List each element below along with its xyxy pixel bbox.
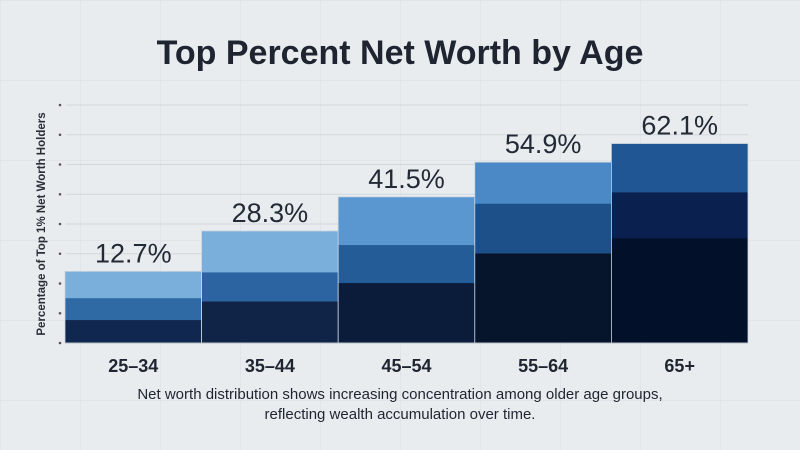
bar-segment xyxy=(474,162,612,205)
y-tick xyxy=(58,133,62,137)
y-tick xyxy=(58,222,62,226)
bar-segment xyxy=(611,238,748,344)
caption: Net worth distribution shows increasing … xyxy=(0,385,800,425)
x-tick-label: 25–34 xyxy=(108,356,158,376)
x-tick-label: 55–64 xyxy=(518,356,568,376)
y-tick xyxy=(58,311,62,315)
y-tick xyxy=(58,282,62,285)
data-label: 28.3% xyxy=(232,198,309,228)
bar-segment xyxy=(338,283,475,344)
bar-segment xyxy=(611,192,748,239)
bar-segment xyxy=(338,245,475,284)
caption-line-1: Net worth distribution shows increasing … xyxy=(137,386,663,403)
y-tick xyxy=(58,163,62,166)
caption-line-2: reflecting wealth accumulation over time… xyxy=(264,406,536,423)
y-tick xyxy=(58,341,62,345)
bar-segment xyxy=(201,230,339,273)
data-label: 62.1% xyxy=(641,111,718,141)
bar-segment xyxy=(474,203,612,254)
bar-segment xyxy=(474,253,612,344)
data-label: 41.5% xyxy=(368,164,445,194)
x-tick-label: 35–44 xyxy=(245,356,295,376)
data-label: 12.7% xyxy=(95,238,172,268)
x-tick-label: 45–54 xyxy=(381,356,431,376)
y-axis-label: Percentage of Top 1% Net Worth Holders xyxy=(36,112,48,336)
bar-segment xyxy=(65,320,202,344)
y-tick xyxy=(58,192,62,196)
y-tick xyxy=(58,103,62,107)
y-tick xyxy=(58,252,62,256)
bar-segment xyxy=(65,271,202,299)
bar-segment xyxy=(338,196,475,246)
bar-segment xyxy=(65,298,202,321)
data-label: 54.9% xyxy=(505,129,582,159)
chart-title: Top Percent Net Worth by Age xyxy=(156,34,644,72)
bar-segment xyxy=(201,301,339,344)
x-tick-label: 65+ xyxy=(664,356,695,376)
bar-segment xyxy=(611,143,748,193)
bar-segment xyxy=(201,272,339,303)
